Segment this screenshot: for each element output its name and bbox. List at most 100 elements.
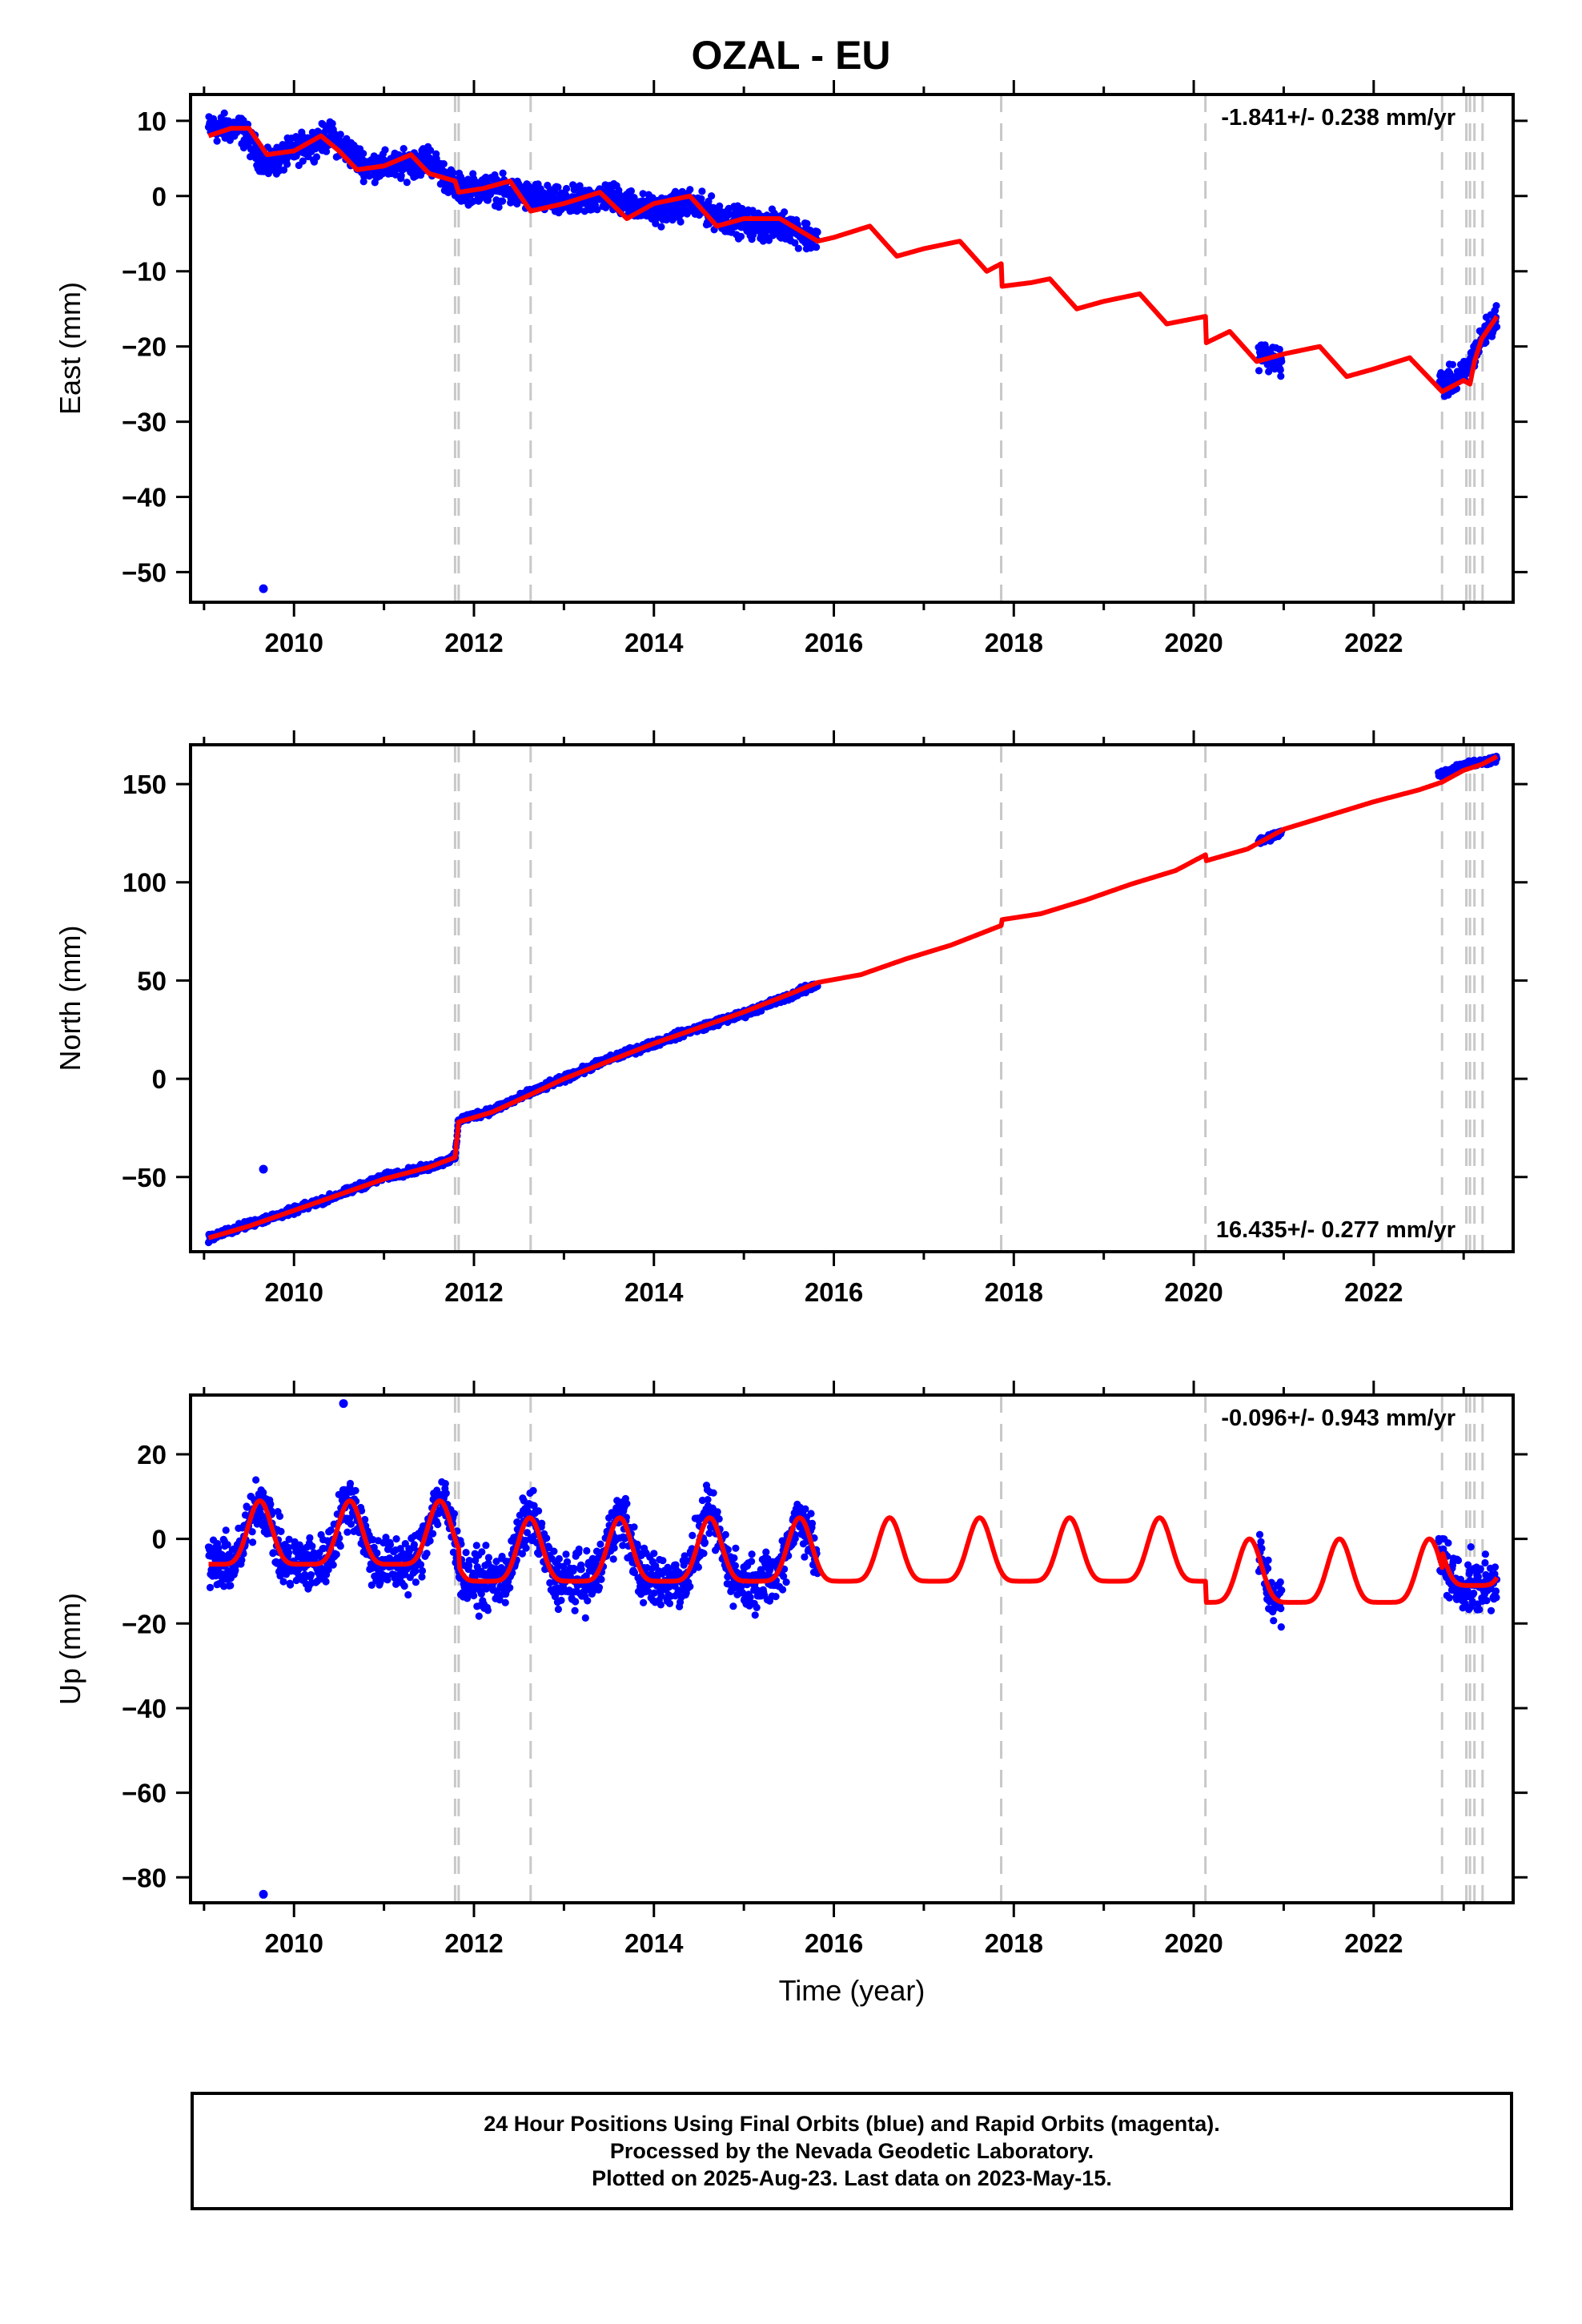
data-point bbox=[381, 146, 389, 154]
data-point bbox=[659, 1557, 667, 1565]
data-point bbox=[704, 1496, 712, 1504]
data-point bbox=[249, 1538, 257, 1546]
panel-east: 2010 2012 2014 2016 2018 2020 2022100−10−20−30… bbox=[54, 80, 1528, 657]
data-point bbox=[697, 195, 705, 203]
data-point bbox=[627, 187, 636, 195]
x-tick-label: 2016 bbox=[805, 628, 863, 657]
data-point bbox=[499, 197, 507, 205]
data-point bbox=[312, 153, 321, 161]
data-point bbox=[440, 160, 448, 168]
data-points-north bbox=[204, 752, 1501, 1247]
data-point bbox=[715, 1515, 723, 1523]
data-point bbox=[562, 184, 571, 193]
data-point bbox=[623, 1500, 631, 1508]
data-point bbox=[404, 1590, 412, 1599]
data-point bbox=[383, 1576, 391, 1584]
data-point bbox=[1276, 366, 1284, 374]
model-curve bbox=[207, 126, 1500, 394]
data-point bbox=[751, 1611, 759, 1619]
data-point bbox=[595, 1583, 604, 1591]
data-point bbox=[1446, 369, 1454, 377]
x-tick-label: 2020 bbox=[1164, 1277, 1223, 1307]
data-point bbox=[336, 1542, 344, 1550]
x-tick-label: 2022 bbox=[1344, 628, 1403, 657]
data-point bbox=[495, 203, 503, 211]
plot-frame bbox=[189, 93, 1515, 604]
plot-area-east bbox=[204, 94, 1501, 602]
data-point bbox=[470, 1591, 478, 1600]
data-point bbox=[412, 1578, 420, 1586]
data-point bbox=[730, 1554, 738, 1562]
data-point bbox=[694, 1563, 703, 1571]
data-point bbox=[336, 131, 344, 139]
y-tick-label: −40 bbox=[122, 483, 167, 513]
data-point bbox=[227, 1582, 235, 1590]
y-tick-label: 0 bbox=[152, 182, 167, 211]
data-point bbox=[610, 1544, 618, 1552]
x-tick-label: 2012 bbox=[444, 628, 503, 657]
data-point bbox=[209, 115, 218, 123]
data-point bbox=[640, 1598, 648, 1606]
data-point bbox=[709, 1489, 717, 1497]
data-point bbox=[584, 1597, 592, 1605]
data-point bbox=[721, 1530, 729, 1538]
data-point bbox=[563, 1558, 572, 1566]
data-point bbox=[1492, 323, 1501, 331]
data-point bbox=[397, 171, 405, 179]
y-tick-label: −50 bbox=[122, 1163, 167, 1192]
data-point bbox=[748, 1550, 756, 1558]
data-point bbox=[656, 1601, 665, 1609]
data-point bbox=[475, 1612, 483, 1620]
data-point bbox=[555, 1554, 564, 1563]
data-point bbox=[561, 191, 570, 199]
data-point bbox=[501, 1598, 509, 1606]
data-point bbox=[550, 1547, 558, 1555]
data-point bbox=[543, 1534, 551, 1542]
data-point bbox=[275, 1512, 284, 1520]
data-point bbox=[220, 109, 228, 117]
data-point bbox=[429, 1530, 437, 1538]
y-tick-label: 0 bbox=[152, 1064, 167, 1094]
data-point bbox=[426, 1537, 434, 1545]
data-point bbox=[359, 150, 367, 158]
data-point bbox=[701, 1538, 709, 1546]
data-point bbox=[650, 1550, 658, 1558]
data-point bbox=[449, 169, 457, 177]
x-tick-label: 2018 bbox=[985, 628, 1043, 657]
data-point bbox=[575, 1545, 583, 1554]
data-point bbox=[729, 1602, 737, 1610]
data-point bbox=[283, 160, 291, 168]
data-point bbox=[781, 208, 789, 216]
data-point bbox=[1275, 345, 1283, 353]
data-point bbox=[576, 182, 584, 190]
outlier-point bbox=[259, 1164, 268, 1174]
data-point bbox=[1448, 360, 1456, 368]
data-point bbox=[343, 1528, 351, 1536]
data-point bbox=[713, 1508, 721, 1516]
data-point bbox=[643, 197, 651, 205]
data-point bbox=[1255, 367, 1263, 375]
data-point bbox=[665, 1599, 674, 1607]
plot-area-up bbox=[204, 1395, 1501, 1903]
data-point bbox=[277, 1527, 285, 1535]
data-point bbox=[716, 202, 724, 210]
data-point bbox=[708, 192, 716, 200]
page-title: OZAL - EU bbox=[691, 33, 891, 78]
data-point bbox=[689, 1531, 697, 1539]
y-tick-label: −50 bbox=[122, 557, 167, 587]
data-point bbox=[506, 1584, 514, 1592]
data-point bbox=[554, 1605, 563, 1614]
data-point bbox=[450, 1510, 459, 1518]
data-point bbox=[484, 1554, 493, 1562]
y-tick-label: 10 bbox=[137, 107, 167, 136]
data-point bbox=[416, 1561, 425, 1569]
data-point bbox=[307, 1570, 315, 1579]
data-point bbox=[593, 206, 601, 214]
data-point bbox=[765, 236, 773, 244]
data-point bbox=[442, 1490, 450, 1498]
data-point bbox=[1492, 302, 1500, 310]
data-point bbox=[434, 1521, 442, 1529]
data-point bbox=[748, 1558, 756, 1566]
x-tick-label: 2022 bbox=[1344, 1277, 1403, 1307]
